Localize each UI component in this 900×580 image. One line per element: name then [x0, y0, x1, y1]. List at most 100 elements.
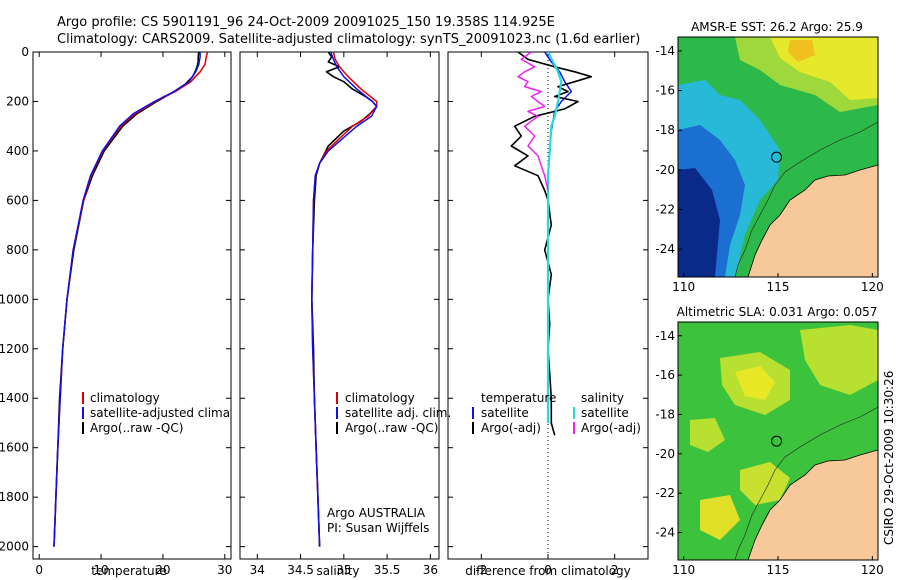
depth-tick-label: 0: [21, 45, 29, 59]
x-tick-label: 10: [93, 563, 108, 577]
legend-label-temp-argo: Argo(-adj): [481, 421, 541, 435]
argo-position-marker: [771, 435, 783, 447]
map-y-tick-label: -22: [655, 203, 675, 217]
depth-tick-label: 400: [6, 144, 29, 158]
map-x-tick-label: 120: [861, 563, 884, 577]
legend-label-satellite: satellite-adjusted climatology: [90, 406, 268, 420]
difference-series: [510, 52, 593, 436]
sla-high-patch-5: [740, 462, 790, 505]
map-y-tick-label: -14: [655, 329, 675, 343]
x-tick-label: 35.5: [374, 563, 401, 577]
argo-program-annotation: Argo AUSTRALIA: [327, 506, 426, 520]
legend-heading-temperature: temperature: [481, 391, 556, 405]
sla-map-image: [678, 322, 878, 560]
x-tick-label: 2: [611, 563, 619, 577]
map-x-tick-label: 110: [672, 563, 695, 577]
temperature-plot-frame: [32, 51, 232, 560]
series-line-argo: [53, 52, 200, 547]
legend-label-argo: Argo(..raw -QC): [90, 421, 183, 435]
x-tick-label: 34.5: [287, 563, 314, 577]
legend-heading-salinity: salinity: [581, 391, 624, 405]
series-line-sal-argo: [517, 52, 549, 191]
map-y-tick-label: -18: [655, 123, 675, 137]
series-line-climatology: [311, 52, 378, 547]
sst-map-image: [678, 37, 878, 277]
map-y-tick-label: -16: [655, 368, 675, 382]
map-x-tick-label: 115: [767, 563, 790, 577]
salinity-series: [310, 52, 378, 547]
depth-tick-label: 1400: [0, 391, 29, 405]
x-tick-label: 0: [35, 563, 43, 577]
map-x-tick-label: 115: [767, 280, 790, 294]
map-x-tick-label: 110: [672, 280, 695, 294]
depth-tick-label: 2000: [0, 540, 29, 554]
x-tick-label: -2: [475, 563, 487, 577]
map-y-tick-label: -18: [655, 407, 675, 421]
sla-map-axes: 110 115 120 -14 -16 -18 -20 -22 -24: [655, 329, 883, 577]
map-y-tick-label: -20: [655, 447, 675, 461]
salinity-x-label: salinity: [316, 564, 359, 578]
difference-x-label: difference from climatology: [465, 564, 631, 578]
map-y-tick-label: -24: [655, 525, 675, 539]
legend-label-temp-satellite: satellite: [481, 406, 529, 420]
sst-orange-spot: [788, 40, 815, 62]
salinity-x-axis: 34 34.5 35 35.5 36: [250, 52, 438, 577]
salinity-legend: climatology satellite adj. clim. Argo(..…: [327, 391, 451, 535]
map-y-tick-label: -14: [655, 44, 675, 58]
title-line-2: Climatology: CARS2009. Satellite-adjuste…: [57, 32, 640, 47]
pi-annotation: PI: Susan Wijffels: [327, 521, 429, 535]
sst-map-axes: 110 115 120 -14 -16 -18 -20 -22 -24: [655, 44, 883, 294]
x-tick-label: 20: [155, 563, 170, 577]
map-y-tick-label: -24: [655, 242, 675, 256]
sla-map-title: Altimetric SLA: 0.031 Argo: 0.057: [677, 305, 878, 319]
temperature-legend: climatology satellite-adjusted climatolo…: [82, 391, 268, 435]
sla-high-patch-2: [735, 366, 775, 400]
depth-tick-label: 1000: [0, 292, 29, 306]
depth-tick-label: 200: [6, 94, 29, 108]
x-tick-label: 34: [250, 563, 265, 577]
salinity-plot-frame: [239, 51, 440, 560]
shelf-contour: [734, 121, 878, 277]
sla-high-patch-3: [800, 325, 878, 395]
land: [747, 449, 878, 560]
map-y-tick-label: -22: [655, 486, 675, 500]
sla-high-patch-4: [690, 418, 725, 452]
sla-high-patch-6: [700, 495, 740, 540]
legend-label-climatology: climatology: [345, 391, 415, 405]
x-tick-label: 36: [423, 563, 438, 577]
legend-label-climatology: climatology: [90, 391, 160, 405]
series-line-temp-argo: [510, 52, 593, 436]
series-line-sal-satellite: [546, 52, 563, 423]
series-line-satellite: [53, 52, 201, 547]
legend-label-satellite: satellite adj. clim.: [345, 406, 451, 420]
map-y-tick-label: -20: [655, 163, 675, 177]
x-tick-label: 30: [217, 563, 232, 577]
depth-tick-label: 1200: [0, 342, 29, 356]
temperature-x-axis: 0 10 20 30: [35, 52, 232, 577]
temperature-x-label: temperature: [91, 564, 166, 578]
depth-tick-label: 800: [6, 243, 29, 257]
land: [747, 164, 878, 277]
legend-label-argo: Argo(..raw -QC): [345, 421, 438, 435]
depth-tick-label: 1800: [0, 490, 29, 504]
title-line-1: Argo profile: CS 5901191_96 24-Oct-2009 …: [57, 15, 555, 30]
x-tick-label: 0: [544, 563, 552, 577]
argo-position-marker: [771, 151, 783, 163]
temperature-series: [53, 52, 209, 547]
depth-tick-label: 600: [6, 193, 29, 207]
legend-label-sal-satellite: satellite: [581, 406, 629, 420]
x-tick-label: 35: [336, 563, 351, 577]
difference-legend: temperature satellite Argo(-adj) salinit…: [472, 391, 641, 435]
series-line-argo: [310, 52, 378, 547]
sst-map-title: AMSR-E SST: 26.2 Argo: 25.9: [691, 20, 863, 34]
depth-tick-label: 1600: [0, 441, 29, 455]
map-y-tick-label: -16: [655, 84, 675, 98]
depth-axis: 0 200 400 600 800 1000 1200 1400 1600 1800 2000: [0, 45, 648, 554]
series-line-climatology: [53, 52, 209, 547]
map-x-tick-label: 120: [861, 280, 884, 294]
series-line-satellite: [311, 52, 378, 547]
shelf-contour: [734, 406, 878, 560]
sst-coldest-patch: [678, 168, 720, 277]
csiro-timestamp: CSIRO 29-Oct-2009 10:30:26: [882, 371, 896, 545]
